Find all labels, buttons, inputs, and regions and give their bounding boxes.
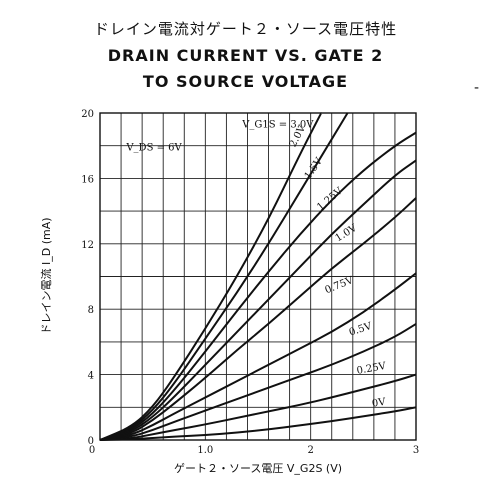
y-tick-label: 0	[88, 436, 94, 447]
y-tick-label: 12	[81, 240, 94, 251]
series-label: 1.0V	[333, 222, 359, 244]
edge-mark: -	[474, 80, 480, 96]
chart-title-en-line1: DRAIN CURRENT VS. GATE 2	[107, 46, 384, 65]
series-label: 1.25V	[315, 185, 345, 213]
plot-frame	[99, 112, 417, 441]
y-tick-label: 20	[81, 109, 94, 120]
series-label: 0V	[371, 397, 387, 410]
series-line	[99, 112, 349, 441]
y-tick-label: 8	[88, 305, 94, 316]
x-tick-label: 2	[307, 445, 313, 456]
series-label: 0.25V	[356, 361, 388, 377]
series-label: 0.5V	[348, 321, 374, 339]
series-line	[99, 197, 417, 441]
chart-title-jp: ドレイン電流対ゲート２・ソース電圧特性	[93, 20, 398, 38]
series-line	[99, 272, 417, 441]
series-line	[99, 159, 417, 441]
series-label: 0.75V	[323, 275, 355, 297]
chart-title-en-line2: TO SOURCE VOLTAGE	[142, 72, 349, 91]
x-tick-label: 3	[413, 445, 419, 456]
series-line	[99, 131, 417, 441]
series-line	[99, 112, 323, 441]
y-tick-label: 16	[81, 174, 94, 185]
x-axis-label: ゲート２・ソース電圧 V_G2S (V)	[173, 462, 343, 475]
series-line	[99, 323, 417, 441]
series-label: 1.5V	[303, 156, 326, 182]
y-tick-label: 4	[88, 371, 94, 382]
x-tick-label: 1.0	[197, 445, 213, 456]
series-line	[99, 406, 417, 441]
series-line	[99, 373, 417, 441]
x-tick-label: 0	[89, 445, 95, 456]
condition-label: V_DS = 6V	[125, 143, 182, 154]
series-group-label: V_G1S = 3.0V	[241, 120, 314, 131]
